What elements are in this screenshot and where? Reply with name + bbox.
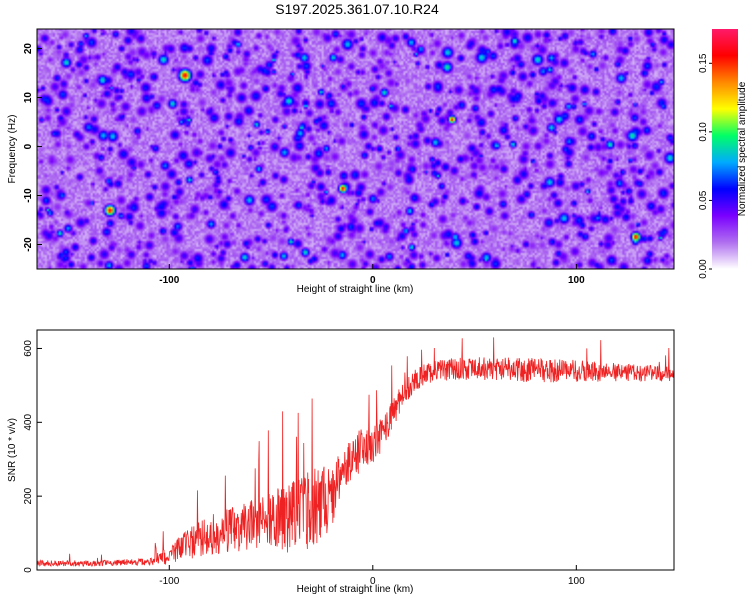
snr-x-ticks: -100 0 100 bbox=[159, 565, 585, 587]
colorbar-tick-label: 0.10 bbox=[698, 122, 709, 142]
colorbar-tick-label: 0.15 bbox=[698, 53, 709, 73]
snr-y-tick-label: 600 bbox=[23, 340, 34, 357]
colorbar-ticks: 0.00 0.05 0.10 0.15 bbox=[698, 53, 712, 279]
snr-series-line bbox=[36, 337, 675, 568]
snr-x-tick-label: -100 bbox=[159, 576, 179, 587]
heatmap-y-tick-label: -20 bbox=[23, 237, 34, 252]
snr-x-tick-label: 0 bbox=[370, 576, 376, 587]
snr-y-tick-label: 0 bbox=[23, 567, 34, 573]
heatmap-y-tick-label: 20 bbox=[23, 43, 34, 55]
heatmap-x-tick-label: 0 bbox=[370, 275, 376, 286]
snr-x-label: Height of straight line (km) bbox=[297, 584, 414, 595]
snr-y-tick-label: 200 bbox=[23, 487, 34, 504]
snr-x-tick-label: 100 bbox=[568, 576, 585, 587]
colorbar: 0.00 0.05 0.10 0.15 Normalized spectral amp… bbox=[698, 29, 748, 279]
colorbar-tick-label: 0.05 bbox=[698, 190, 709, 210]
heatmap-x-label: Height of straight line (km) bbox=[297, 284, 414, 295]
heatmap-y-tick-label: 10 bbox=[23, 92, 34, 104]
heatmap-y-tick-label: 0 bbox=[23, 143, 34, 149]
heatmap-x-ticks: -100 0 100 bbox=[159, 264, 585, 286]
heatmap-x-tick-label: -100 bbox=[159, 275, 179, 286]
snr-y-tick-label: 400 bbox=[23, 414, 34, 431]
snr-y-label: SNR (10 * v/v) bbox=[7, 418, 18, 482]
snr-y-ticks: 0 200 400 600 bbox=[23, 340, 42, 573]
snr-panel: -100 0 100 0 200 400 600 Height of straight l… bbox=[7, 329, 675, 595]
heatmap-image bbox=[37, 29, 674, 269]
chart-title: S197.2025.361.07.10.R24 bbox=[275, 1, 439, 17]
heatmap-y-label: Frequency (Hz) bbox=[7, 115, 18, 184]
heatmap-y-ticks: -20 -10 0 10 20 bbox=[23, 43, 42, 252]
colorbar-tick-label: 0.00 bbox=[698, 259, 709, 279]
colorbar-label: Normalized spectral amplitude bbox=[737, 81, 748, 216]
colorbar-gradient bbox=[712, 29, 738, 269]
heatmap-frame bbox=[36, 28, 675, 270]
heatmap-y-tick-label: -10 bbox=[23, 188, 34, 203]
snr-frame bbox=[36, 329, 675, 571]
heatmap-x-tick-label: 100 bbox=[568, 275, 585, 286]
